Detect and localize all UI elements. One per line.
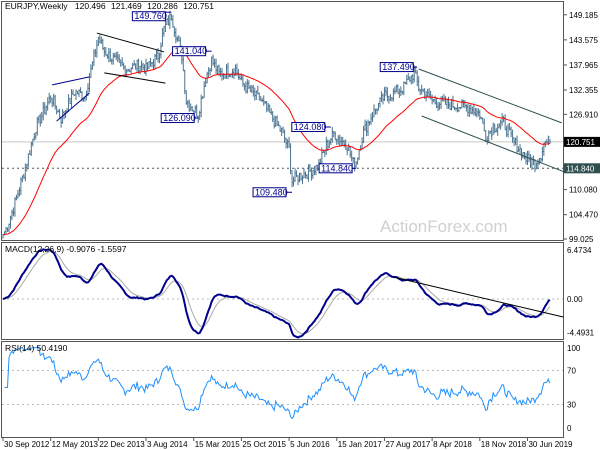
macd-y-tick-label: 6.4734 <box>567 246 592 255</box>
price-label-box <box>379 62 414 73</box>
current-price-tag <box>564 136 600 147</box>
macd-y-tick-label: 0.00 <box>567 295 583 304</box>
x-tick-label: 30 Sep 2012 <box>4 440 50 449</box>
x-tick-label: 30 Jun 2019 <box>528 440 573 449</box>
rsi-pane <box>1 341 564 438</box>
trendline <box>52 76 90 86</box>
price-label-137.490: 137.490 <box>382 62 415 72</box>
macd-trendline <box>393 276 564 318</box>
price-label-box <box>291 122 326 133</box>
y-tick-label: 137.965 <box>569 61 598 70</box>
y-tick-label: 99.025 <box>569 235 594 244</box>
price-label-box <box>131 11 166 22</box>
price-label-box <box>318 163 353 174</box>
y-tick-label: 104.470 <box>569 211 598 220</box>
moving-average-line <box>2 48 550 236</box>
x-tick-label: 12 May 2013 <box>52 440 99 449</box>
rsi-y-tick-label: 100 <box>567 344 581 353</box>
rsi-y-tick-label: 70 <box>567 367 576 376</box>
price-label-box <box>252 187 287 198</box>
x-tick-label: 27 Aug 2017 <box>385 440 430 449</box>
y-tick-label: 143.575 <box>569 36 598 45</box>
y-tick-label: 126.910 <box>569 110 598 119</box>
rsi-line <box>4 346 551 420</box>
trendline <box>104 72 166 84</box>
trendline <box>96 32 165 53</box>
rsi-pane-header: RSI(14) 50.4190 <box>5 343 68 353</box>
trendline <box>56 92 90 122</box>
watermark: ActionForex.com <box>380 217 508 236</box>
price-label-141.040: 141.040 <box>175 46 208 56</box>
support-level-tag-text: 114.840 <box>566 164 595 173</box>
price-label-126.090: 126.090 <box>163 113 196 123</box>
support-level-tag <box>564 163 600 174</box>
x-tick-label: 8 Apr 2018 <box>433 440 472 449</box>
x-tick-label: 15 Mar 2015 <box>195 440 240 449</box>
trendline <box>418 68 562 124</box>
x-tick-label: 5 Jun 2016 <box>290 440 330 449</box>
price-label-box <box>160 113 195 124</box>
y-tick-label: 132.355 <box>569 86 598 95</box>
macd-pane <box>1 242 564 340</box>
price-label-114.840: 114.840 <box>321 163 353 173</box>
price-label-109.480: 109.480 <box>255 187 288 197</box>
macd-line <box>2 248 551 339</box>
price-label-149.760: 149.760 <box>134 11 167 21</box>
current-price-tag-text: 120.751 <box>566 138 595 147</box>
x-tick-label: 18 Nov 2018 <box>481 440 527 449</box>
rsi-y-tick-label: 30 <box>567 401 576 410</box>
y-tick-label: 110.080 <box>569 186 598 195</box>
price-label-124.080: 124.080 <box>294 122 327 132</box>
x-tick-label: 22 Dec 2013 <box>99 440 145 449</box>
x-tick-label: 25 Oct 2015 <box>242 440 286 449</box>
trendline <box>421 115 565 173</box>
price-pane <box>1 1 564 241</box>
y-tick-label: 149.185 <box>569 11 598 20</box>
macd-y-tick-label: -4.4931 <box>567 329 595 338</box>
price-label-box <box>172 46 207 57</box>
x-tick-label: 15 Jan 2017 <box>338 440 383 449</box>
x-tick-label: 3 Aug 2014 <box>147 440 188 449</box>
rsi-y-tick-label: 0 <box>567 424 572 433</box>
price-pane-header: EURJPY,Weekly 120.496 121.469 120.286 12… <box>5 1 214 11</box>
macd-pane-header: MACD(12,26,9) -0.9076 -1.5597 <box>5 244 127 254</box>
